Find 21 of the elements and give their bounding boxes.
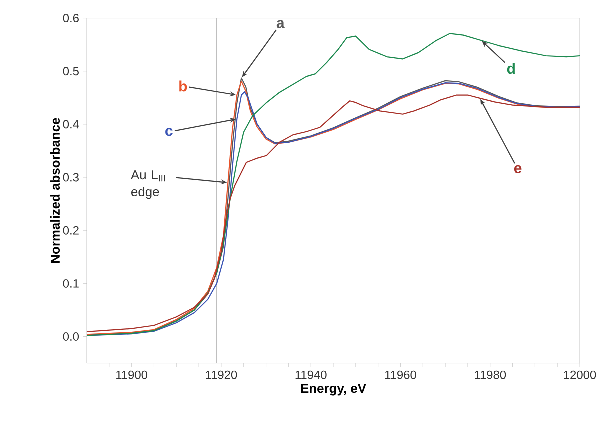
text: c (166, 128, 173, 136)
annotation: Au L$_{III}$ edge (131, 170, 166, 200)
y-tick-label: 0.0 (63, 332, 80, 341)
series-label: d (507, 63, 515, 74)
x-tick-label: 12000 (564, 370, 596, 380)
y-axis-title: Normalized absorbance (50, 118, 60, 263)
text: a (276, 20, 285, 28)
x-axis-title: Energy, eV (301, 384, 366, 396)
y-tick-label: 0.3 (63, 173, 79, 182)
y-tick-label: 0.5 (63, 67, 79, 76)
x-tick-label: 11960 (385, 370, 416, 380)
text: b (180, 80, 188, 92)
x-tick-label: 11900 (116, 370, 148, 380)
y-tick-label: 0.6 (63, 14, 79, 23)
y-tick-label: 0.1 (63, 279, 79, 288)
x-tick-label: 11920 (206, 370, 238, 380)
text: e (514, 165, 522, 174)
x-tick-label: 11940 (296, 370, 327, 380)
y-tick-label: 0.2 (63, 226, 79, 235)
x-tick-label: 11980 (475, 370, 506, 380)
y-tick-label: 0.4 (63, 120, 80, 129)
